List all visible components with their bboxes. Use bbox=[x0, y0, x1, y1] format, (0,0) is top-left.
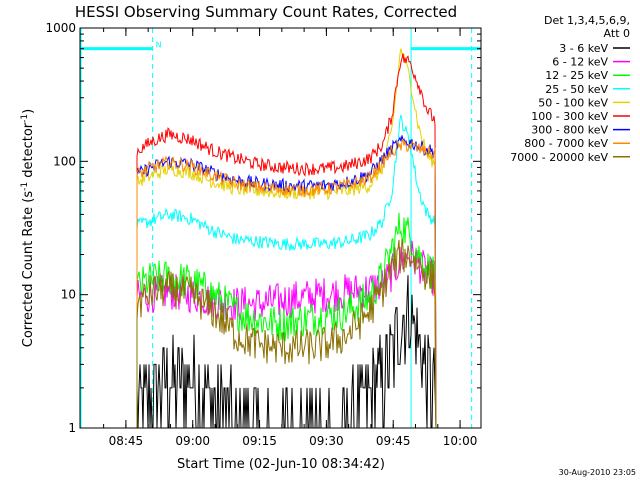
x-tick-label: 08:45 bbox=[109, 434, 144, 448]
y-tick-label: 1 bbox=[68, 421, 76, 435]
y-axis-label: Corrected Count Rate (s-1 detector-1) bbox=[20, 109, 36, 347]
plot-area: N bbox=[80, 28, 481, 429]
series-line-9 bbox=[136, 238, 437, 429]
series-line-3 bbox=[136, 212, 437, 429]
legend-label-8: 800 - 7000 keV bbox=[524, 137, 608, 150]
night-flag-label: N bbox=[156, 41, 162, 50]
y-axis-label-main: Corrected Count Rate (s bbox=[21, 191, 36, 348]
legend-label-1: 3 - 6 keV bbox=[559, 42, 608, 55]
x-tick-label: 10:00 bbox=[443, 434, 478, 448]
generation-timestamp: 30-Aug-2010 23:05 bbox=[559, 468, 636, 477]
legend-label-9: 7000 - 20000 keV bbox=[510, 151, 608, 164]
legend-label-3: 12 - 25 keV bbox=[545, 69, 608, 82]
series-line-1 bbox=[136, 275, 437, 429]
y-axis-label-sup-1: -1 bbox=[20, 182, 30, 191]
series-line-8 bbox=[136, 138, 437, 429]
legend-label-2: 6 - 12 keV bbox=[552, 56, 608, 69]
series-line-6 bbox=[136, 53, 437, 429]
legend-label-7: 300 - 800 keV bbox=[531, 124, 608, 137]
y-tick-label: 10 bbox=[61, 288, 76, 302]
series-line-4 bbox=[136, 114, 437, 429]
x-tick-label: 09:30 bbox=[309, 434, 344, 448]
y-axis-label-end: ) bbox=[21, 109, 36, 114]
x-tick-label: 09:00 bbox=[175, 434, 210, 448]
y-axis-label-sup-2: -1 bbox=[20, 114, 30, 123]
axes: 1 10 100 1000 08:45 09:00 09:15 09:30 09:45 10:00 bbox=[45, 21, 481, 448]
x-tick-label: 09:45 bbox=[376, 434, 411, 448]
y-axis-label-mid: detector bbox=[21, 122, 36, 182]
plot-frame bbox=[79, 27, 482, 429]
legend-header-detectors: Det 1,3,4,5,6,9, bbox=[544, 14, 630, 27]
chart-title: HESSI Observing Summary Count Rates, Cor… bbox=[75, 3, 457, 21]
legend-label-6: 100 - 300 keV bbox=[531, 110, 608, 123]
x-axis-label: Start Time (02-Jun-10 08:34:42) bbox=[177, 457, 385, 472]
y-tick-label: 100 bbox=[53, 154, 76, 168]
y-tick-label: 1000 bbox=[45, 21, 76, 35]
legend-header-attenuator: Att 0 bbox=[604, 27, 630, 40]
legend-label-4: 25 - 50 keV bbox=[545, 83, 608, 96]
legend-label-5: 50 - 100 keV bbox=[538, 96, 608, 109]
x-tick-label: 09:15 bbox=[242, 434, 277, 448]
